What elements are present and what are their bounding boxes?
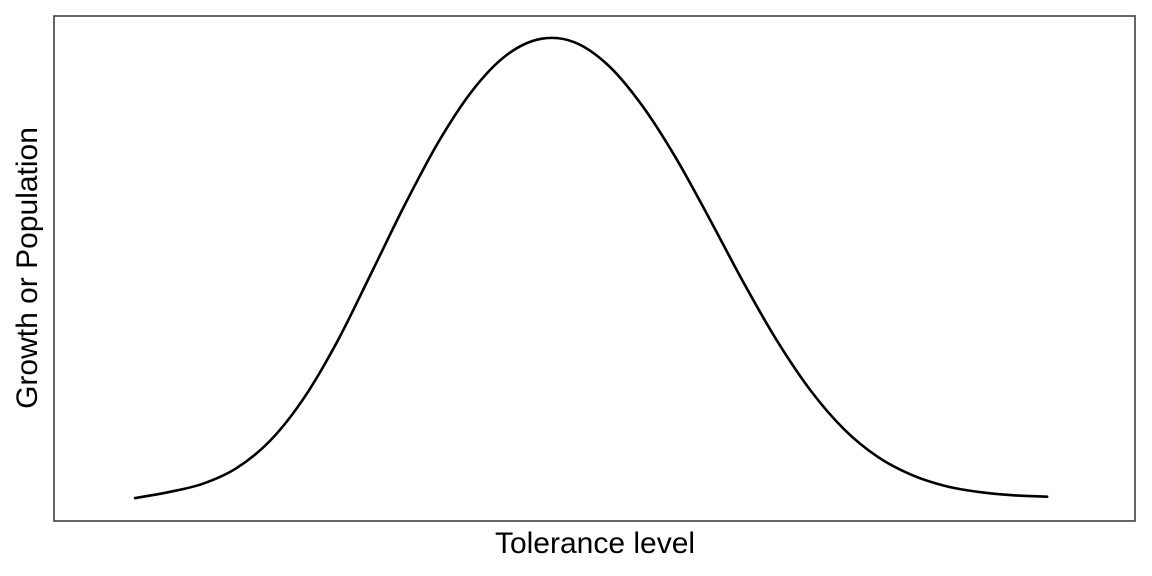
y-axis-label: Growth or Population xyxy=(11,127,44,409)
x-axis-label: Tolerance level xyxy=(494,527,696,560)
series-line xyxy=(133,36,1049,500)
plot-frame xyxy=(53,15,1136,522)
